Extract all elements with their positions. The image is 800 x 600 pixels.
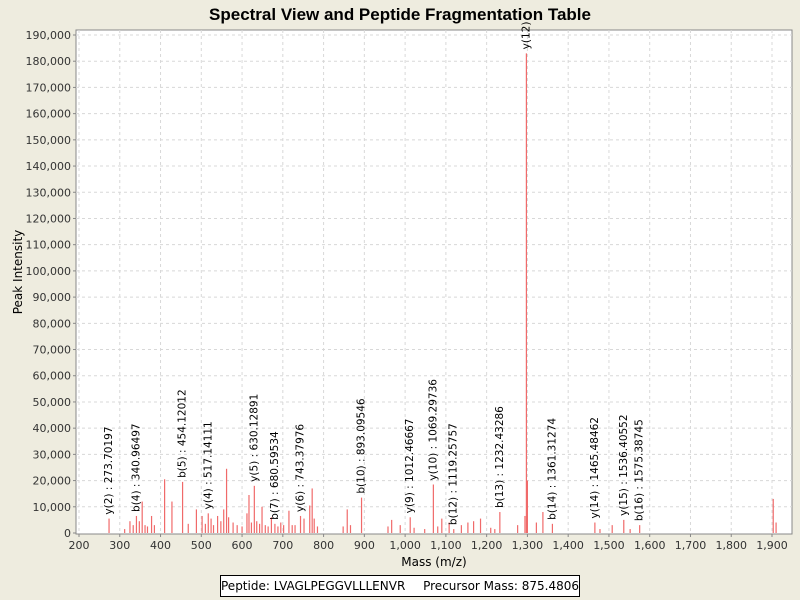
x-tick-label: 1,000 — [389, 539, 421, 552]
y-tick-label: 130,000 — [26, 186, 72, 199]
peak-annotation: b(7) : 680.59534 — [269, 431, 281, 520]
peak-annotation: y(6) : 743.37976 — [295, 424, 307, 512]
x-tick-label: 1,800 — [715, 539, 747, 552]
x-tick-label: 1,400 — [552, 539, 584, 552]
y-tick-label: 110,000 — [26, 239, 72, 252]
y-tick-label: 100,000 — [26, 265, 72, 278]
peak-annotation: b(13) : 1232.43286 — [494, 406, 506, 508]
x-tick-label: 900 — [354, 539, 375, 552]
y-tick-label: 190,000 — [26, 29, 72, 42]
y-tick-label: 0 — [64, 527, 71, 540]
y-tick-label: 60,000 — [33, 370, 72, 383]
chart-title: Spectral View and Peptide Fragmentation … — [209, 5, 591, 24]
y-tick-label: 70,000 — [33, 344, 72, 357]
spectrum-chart: Spectral View and Peptide Fragmentation … — [11, 5, 793, 569]
y-tick-label: 170,000 — [26, 81, 72, 94]
peak-annotation: y(2) : 273.70197 — [103, 426, 115, 514]
y-tick-label: 150,000 — [26, 134, 72, 147]
peak-annotation: y(9) : 1012.46667 — [404, 419, 416, 514]
peak-annotation: b(16) : 1575.38745 — [634, 419, 646, 521]
y-tick-label: 10,000 — [33, 501, 72, 514]
x-tick-label: 1,200 — [471, 539, 503, 552]
peak-annotation: b(14) : 1361.31274 — [546, 418, 558, 520]
peak-annotation: y(15) : 1536.40552 — [618, 414, 630, 515]
x-tick-label: 200 — [69, 539, 90, 552]
x-tick-label: 1,700 — [675, 539, 707, 552]
peak-annotation: b(10) : 893.09546 — [356, 398, 368, 494]
y-tick-label: 180,000 — [26, 55, 72, 68]
peak-annotation: b(4) : 340.96497 — [130, 423, 142, 512]
x-tick-label: 600 — [232, 539, 253, 552]
peaks — [108, 53, 777, 533]
peak-annotation: b(5) : 454.12012 — [177, 389, 189, 478]
x-tick-label: 1,900 — [756, 539, 788, 552]
peak-annotation: y(12) — [520, 22, 532, 50]
y-tick-label: 80,000 — [33, 317, 72, 330]
peak-annotation: y(5) : 630.12891 — [248, 394, 260, 482]
peak-annotation: y(10) : 1069.29736 — [427, 379, 439, 481]
axes: 0 10,000 20,000 30,000 40,000 50,000 60,000 70,… — [26, 29, 788, 552]
x-tick-label: 800 — [313, 539, 334, 552]
x-tick-label: 400 — [150, 539, 171, 552]
x-tick-label: 300 — [109, 539, 130, 552]
y-tick-label: 40,000 — [33, 422, 72, 435]
peptide-info-box: Peptide: LVAGLPEGGVLLLENVR Precursor Mas… — [220, 575, 580, 597]
peak-annotation: y(4) : 517.14111 — [202, 421, 214, 509]
grid-lines — [76, 30, 792, 534]
peptide-sequence: Peptide: LVAGLPEGGVLLLENVR — [221, 579, 406, 593]
y-tick-label: 50,000 — [33, 396, 72, 409]
x-tick-label: 1,300 — [512, 539, 544, 552]
y-tick-label: 160,000 — [26, 108, 72, 121]
y-tick-label: 120,000 — [26, 212, 72, 225]
y-tick-label: 20,000 — [33, 475, 72, 488]
y-axis-label: Peak Intensity — [11, 230, 25, 315]
x-tick-label: 500 — [191, 539, 212, 552]
y-tick-label: 30,000 — [33, 448, 72, 461]
x-tick-label: 1,500 — [593, 539, 625, 552]
peak-annotation: b(12) : 1119.25757 — [448, 423, 460, 525]
peak-annotation: y(14) : 1465.48462 — [589, 417, 601, 518]
x-tick-label: 1,600 — [634, 539, 666, 552]
x-tick-label: 1,100 — [430, 539, 462, 552]
peak-annotations: y(2) : 273.70197 b(4) : 340.96497 b(5) : 4… — [103, 22, 646, 526]
precursor-mass: Precursor Mass: 875.4806 — [423, 579, 579, 593]
x-tick-label: 700 — [272, 539, 293, 552]
y-tick-label: 140,000 — [26, 160, 72, 173]
y-tick-label: 90,000 — [33, 291, 72, 304]
x-axis-label: Mass (m/z) — [401, 555, 466, 569]
